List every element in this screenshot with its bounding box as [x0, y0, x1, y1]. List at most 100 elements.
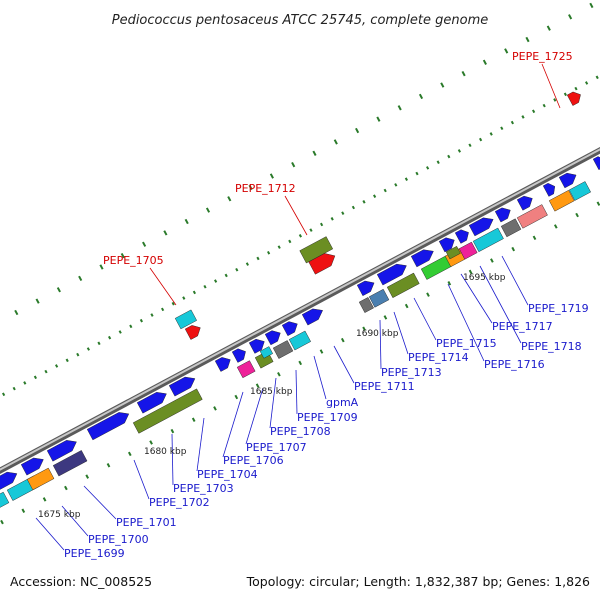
gene-forward-secondary[interactable]	[272, 340, 294, 359]
tick-mark	[171, 301, 175, 306]
tick-mark	[234, 394, 239, 400]
gene-label-pepe-1709[interactable]: PEPE_1709	[297, 411, 358, 424]
gene-forward[interactable]	[468, 214, 496, 237]
gene-forward[interactable]	[281, 319, 300, 337]
gene-label-pepe-1708[interactable]: PEPE_1708	[270, 425, 331, 438]
tick-mark	[418, 93, 424, 100]
tick-mark	[376, 116, 381, 122]
tick-mark	[415, 171, 419, 176]
gene-forward-secondary[interactable]	[288, 330, 311, 351]
tick-mark	[596, 201, 600, 206]
gene-label-pepe-1704[interactable]: PEPE_1704	[197, 468, 258, 481]
gene-forward[interactable]	[494, 205, 513, 223]
gene-forward[interactable]	[46, 437, 79, 462]
gene-forward[interactable]	[376, 260, 409, 286]
gene-label-pepe-1705[interactable]: PEPE_1705	[103, 254, 164, 267]
gene-label-pepe-1703[interactable]: PEPE_1703	[173, 482, 234, 495]
gene-label-pepe-1715[interactable]: PEPE_1715	[436, 337, 497, 350]
kbp-label-1695: 1695 kbp	[463, 273, 506, 283]
tick-mark	[245, 262, 249, 266]
gene-forward-secondary[interactable]	[548, 189, 575, 212]
gene-forward-secondary[interactable]	[368, 288, 390, 308]
tick-mark	[397, 105, 402, 111]
leader-line	[413, 297, 437, 341]
tick-mark	[224, 273, 228, 278]
gene-forward[interactable]	[248, 336, 267, 354]
gene-label-pepe-1699[interactable]: PEPE_1699	[64, 547, 125, 560]
gene-reverse[interactable]	[174, 309, 197, 330]
gene-label-pepe-1713[interactable]: PEPE_1713	[381, 366, 442, 379]
gene-forward[interactable]	[356, 278, 377, 297]
tick-mark	[447, 281, 452, 286]
gene-reverse[interactable]	[308, 250, 339, 275]
tick-mark	[288, 239, 292, 244]
gene-label-pepe-1714[interactable]: PEPE_1714	[408, 351, 469, 364]
tick-mark	[468, 269, 473, 275]
gene-forward-secondary[interactable]	[500, 218, 522, 238]
gene-forward-secondary[interactable]	[386, 272, 420, 298]
tick-mark	[255, 383, 260, 388]
gene-reverse[interactable]	[566, 89, 583, 106]
gene-label-pepe-1702[interactable]: PEPE_1702	[149, 496, 210, 509]
tick-mark	[85, 474, 90, 479]
tick-mark	[150, 313, 154, 317]
gene-forward[interactable]	[86, 409, 131, 441]
gene-label-pepe-1719[interactable]: PEPE_1719	[528, 302, 589, 315]
gene-forward[interactable]	[168, 373, 198, 397]
tick-mark	[341, 211, 345, 215]
tick-mark	[319, 349, 324, 354]
gene-forward[interactable]	[454, 227, 471, 244]
gene-label-pepe-1706[interactable]: PEPE_1706	[223, 454, 284, 467]
tick-mark	[44, 369, 48, 374]
leader-line	[171, 433, 174, 486]
gene-forward-secondary[interactable]	[259, 346, 273, 359]
gene-forward-secondary[interactable]	[516, 204, 548, 229]
gene-label-pepe-1718[interactable]: PEPE_1718	[521, 340, 582, 353]
leader-line	[133, 459, 150, 500]
gene-forward-secondary[interactable]	[52, 450, 88, 477]
leader-line	[83, 485, 117, 520]
leader-line	[269, 377, 277, 429]
gene-label-pepe-1725[interactable]: PEPE_1725	[512, 50, 573, 63]
gene-forward-secondary[interactable]	[568, 181, 591, 201]
tick-mark	[355, 127, 360, 134]
gene-forward[interactable]	[231, 346, 248, 363]
kbp-label-1680: 1680 kbp	[144, 447, 187, 457]
gene-forward-secondary[interactable]	[132, 388, 203, 434]
gene-forward[interactable]	[558, 170, 579, 189]
tick-mark	[563, 92, 567, 97]
gene-label-pepe-1701[interactable]: PEPE_1701	[116, 516, 177, 529]
gene-forward-secondary[interactable]	[445, 245, 461, 260]
gene-forward[interactable]	[20, 454, 46, 476]
gene-forward[interactable]	[542, 181, 557, 197]
gene-forward[interactable]	[301, 305, 325, 326]
gene-forward-secondary[interactable]	[0, 491, 10, 511]
tick-mark	[76, 352, 80, 357]
gene-label-pepe-1716[interactable]: PEPE_1716	[484, 358, 545, 371]
gene-forward[interactable]	[0, 468, 20, 492]
gene-forward[interactable]	[592, 154, 600, 170]
gene-forward[interactable]	[410, 246, 436, 268]
tick-mark	[546, 25, 551, 31]
gene-label-pepe-1712[interactable]: PEPE_1712	[235, 182, 296, 195]
gene-forward[interactable]	[264, 328, 283, 346]
gene-forward-secondary[interactable]	[358, 297, 374, 313]
gene-forward-secondary[interactable]	[472, 227, 504, 253]
tick-mark	[394, 183, 398, 187]
gene-forward[interactable]	[214, 354, 233, 372]
gene-forward[interactable]	[438, 235, 457, 253]
gene-label-pepe-1707[interactable]: PEPE_1707	[246, 441, 307, 454]
gene-label-pepe-1717[interactable]: PEPE_1717	[492, 320, 553, 333]
gene-forward-secondary[interactable]	[26, 467, 55, 491]
gene-reverse[interactable]	[184, 322, 203, 340]
gene-label-gpma[interactable]: gpmA	[326, 396, 359, 409]
gene-label-pepe-1711[interactable]: PEPE_1711	[354, 380, 415, 393]
gene-forward-secondary[interactable]	[458, 241, 478, 260]
tick-mark	[373, 194, 377, 198]
gene-label-pepe-1700[interactable]: PEPE_1700	[88, 533, 149, 546]
gene-forward[interactable]	[516, 193, 535, 211]
tick-marks	[0, 2, 600, 525]
gene-forward-secondary[interactable]	[236, 360, 256, 379]
tick-mark	[163, 230, 168, 236]
gene-forward[interactable]	[136, 388, 169, 414]
